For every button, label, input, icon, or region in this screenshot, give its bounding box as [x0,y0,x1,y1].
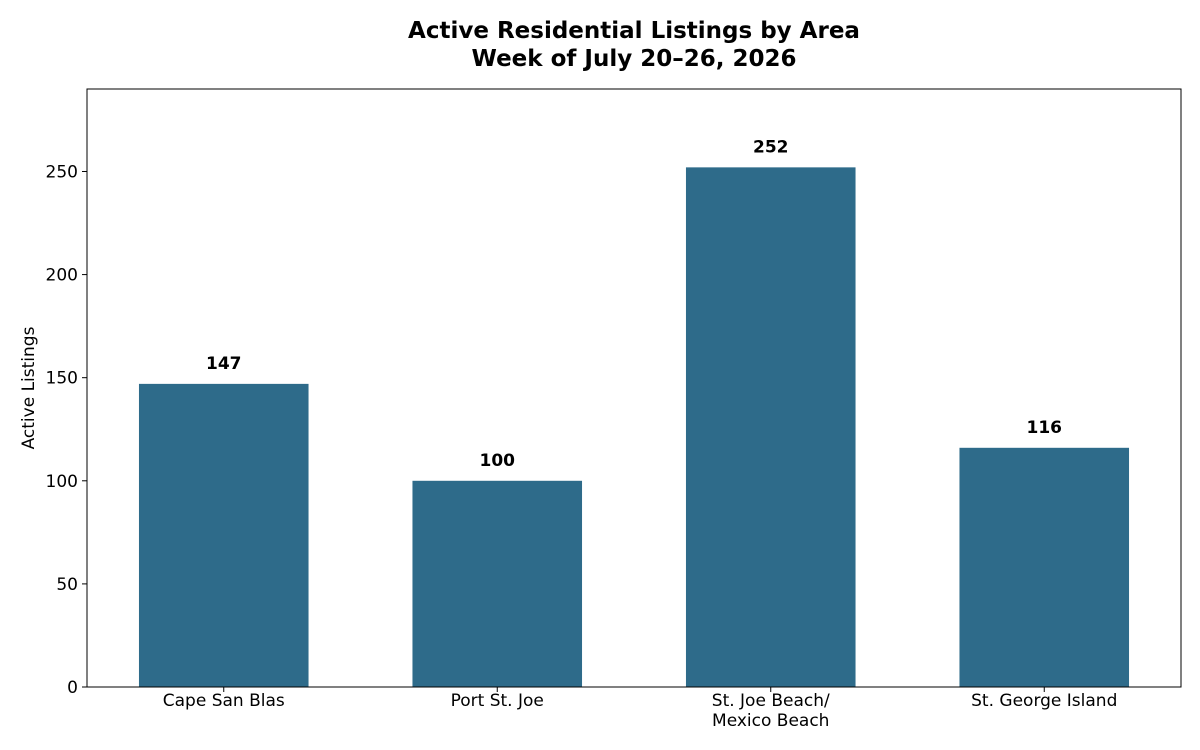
plot-frame [86,88,1182,688]
bar [412,480,583,687]
y-tick-label: 50 [56,575,78,595]
y-tick-label: 150 [46,369,78,389]
bar [685,167,856,687]
x-tick-label: Cape San Blas [163,691,285,711]
chart-title: Active Residential Listings by Area [408,18,860,44]
bar [138,383,309,687]
y-tick-label: 100 [46,472,78,492]
y-tick-label: 250 [46,162,78,182]
y-axis-label: Active Listings [19,326,39,449]
chart-subtitle: Week of July 20–26, 2026 [472,46,797,72]
value-label: 100 [480,451,516,471]
x-tick-label: Port St. Joe [451,691,544,711]
bar [959,447,1130,687]
value-label: 147 [206,354,242,374]
value-label: 252 [753,137,789,157]
y-tick-label: 200 [46,266,78,286]
x-tick-label: St. George Island [971,691,1117,711]
value-label: 116 [1027,418,1063,438]
y-tick-label: 0 [67,678,78,698]
x-tick-label: St. Joe Beach/Mexico Beach [712,691,830,731]
